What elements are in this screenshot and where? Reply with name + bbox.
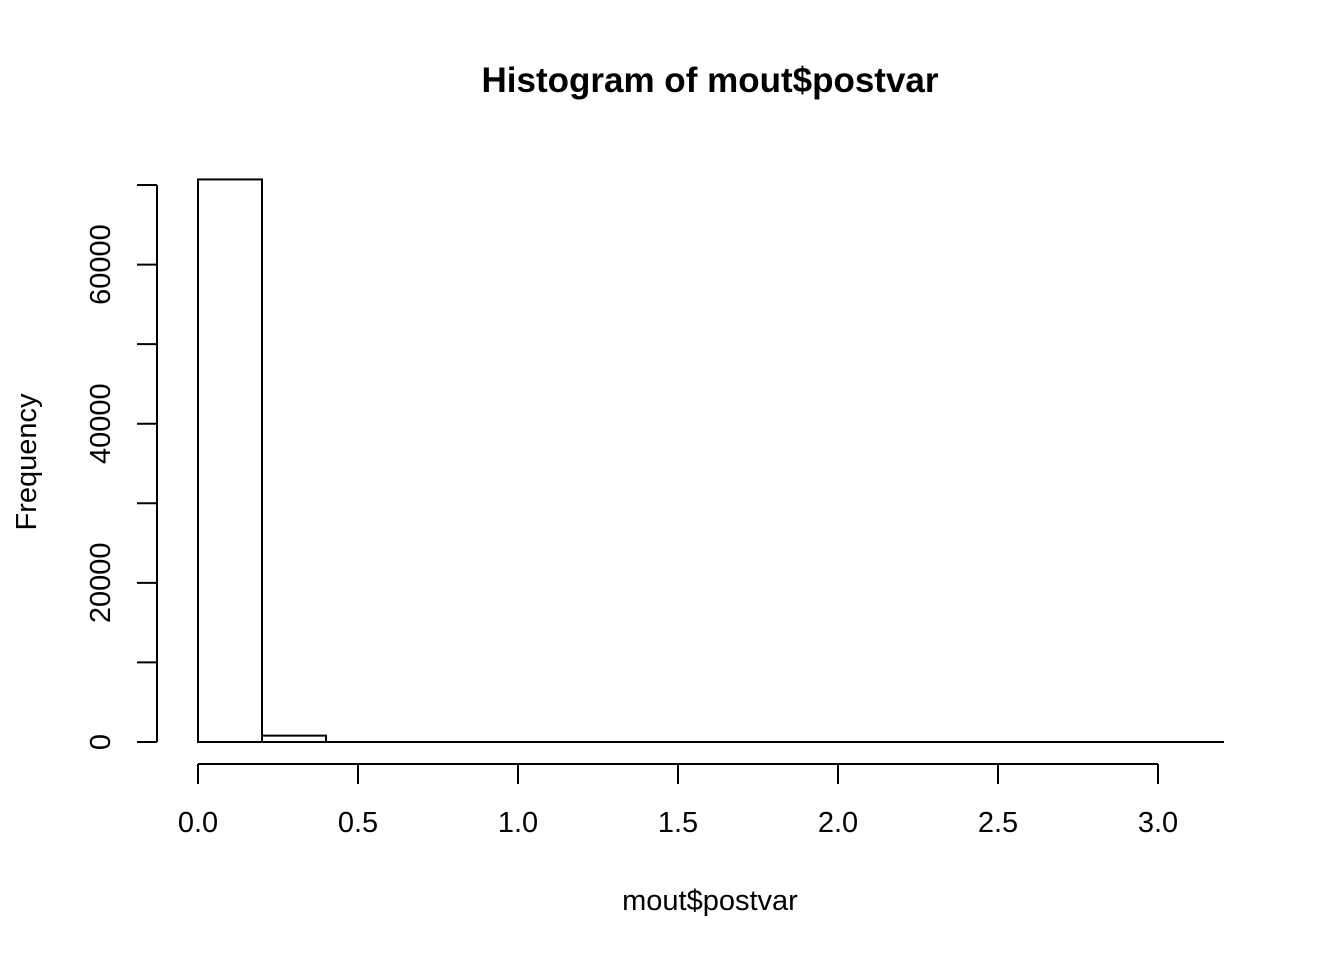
- x-tick-label: 2.5: [978, 807, 1018, 839]
- y-tick-label: 20000: [85, 543, 117, 624]
- y-axis-label: Frequency: [11, 393, 43, 531]
- chart-title: Histogram of mout$postvar: [482, 61, 939, 100]
- x-tick-label: 2.0: [818, 807, 858, 839]
- x-tick-label: 1.0: [498, 807, 538, 839]
- histogram-bars: [197, 178, 1224, 743]
- x-axis: 0.0 0.5 1.0 1.5 2.0 2.5 3.0: [178, 763, 1178, 839]
- x-axis-label: mout$postvar: [622, 885, 798, 917]
- y-tick-label: 40000: [85, 383, 117, 464]
- x-tick-label: 0.0: [178, 807, 218, 839]
- x-tick-label: 0.5: [338, 807, 378, 839]
- histogram-bar: [197, 178, 263, 743]
- y-tick-label: 0: [85, 734, 117, 750]
- x-tick-label: 1.5: [658, 807, 698, 839]
- y-axis: 0 20000 40000 60000: [85, 184, 158, 750]
- y-tick-label: 60000: [85, 224, 117, 305]
- x-tick-label: 3.0: [1138, 807, 1178, 839]
